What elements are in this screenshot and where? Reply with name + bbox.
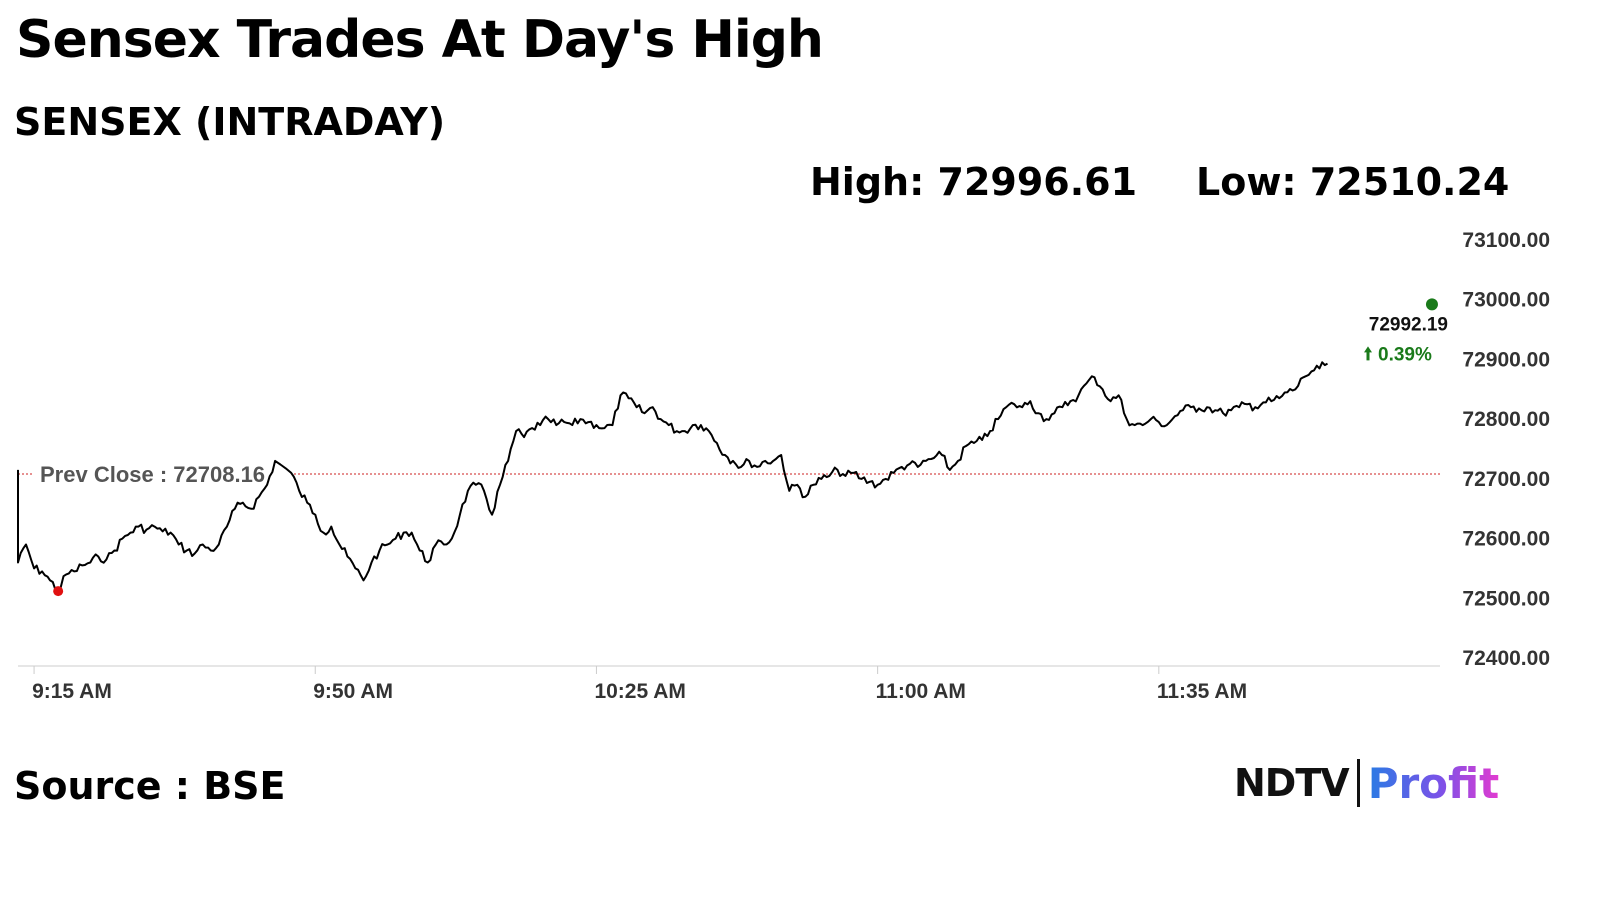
prev-close-layer: Prev Close : 72708.16 bbox=[18, 457, 1440, 488]
y-tick-label: 73100.00 bbox=[1462, 229, 1550, 252]
x-tick-label: 11:35 AM bbox=[1157, 680, 1247, 703]
ndtv-profit-logo: NDTV Profit bbox=[1234, 756, 1499, 810]
y-tick-label: 72900.00 bbox=[1462, 348, 1550, 371]
day-low-stat: Low: 72510.24 bbox=[1196, 160, 1510, 204]
x-tick-label: 10:25 AM bbox=[594, 680, 685, 703]
sensex-price-line bbox=[17, 361, 1328, 593]
chart-subtitle: SENSEX (INTRADAY) bbox=[14, 100, 446, 144]
last-change-label: 0.39% bbox=[1378, 344, 1432, 365]
x-tick-label: 9:50 AM bbox=[313, 680, 393, 703]
logo-divider bbox=[1356, 759, 1360, 807]
prev-close-label-bg bbox=[34, 457, 294, 488]
y-axis: 73100.00 73000.00 72900.00 72800.00 72700.00… bbox=[1462, 229, 1550, 670]
y-tick-label: 73000.00 bbox=[1462, 289, 1550, 312]
y-tick-label: 72700.00 bbox=[1462, 468, 1550, 491]
source-caption: Source : BSE bbox=[14, 764, 286, 808]
up-arrow-icon bbox=[1364, 346, 1372, 361]
headline: Sensex Trades At Day's High bbox=[16, 10, 824, 70]
marker-layer: 72992.19 0.39% bbox=[53, 298, 1448, 597]
y-tick-label: 72400.00 bbox=[1462, 647, 1550, 670]
y-tick-label: 72600.00 bbox=[1462, 528, 1550, 551]
intraday-line-chart: 73100.00 73000.00 72900.00 72800.00 72700.00… bbox=[17, 229, 1550, 703]
last-price-label: 72992.19 bbox=[1369, 314, 1448, 335]
y-tick-label: 72500.00 bbox=[1462, 587, 1550, 610]
x-axis: 9:15 AM 9:50 AM 10:25 AM 11:00 AM 11:35 AM bbox=[18, 665, 1440, 703]
logo-profit-text: Profit bbox=[1367, 758, 1500, 808]
day-high-stat: High: 72996.61 bbox=[810, 160, 1138, 204]
series-layer bbox=[17, 361, 1328, 593]
last-price-marker bbox=[1425, 298, 1438, 311]
prev-close-label: Prev Close : 72708.16 bbox=[40, 462, 265, 487]
x-tick-label: 9:15 AM bbox=[32, 680, 112, 703]
x-tick-label: 11:00 AM bbox=[876, 680, 966, 703]
day-low-marker bbox=[53, 586, 64, 597]
y-tick-label: 72800.00 bbox=[1462, 408, 1550, 431]
logo-ndtv-text: NDTV bbox=[1234, 761, 1350, 805]
